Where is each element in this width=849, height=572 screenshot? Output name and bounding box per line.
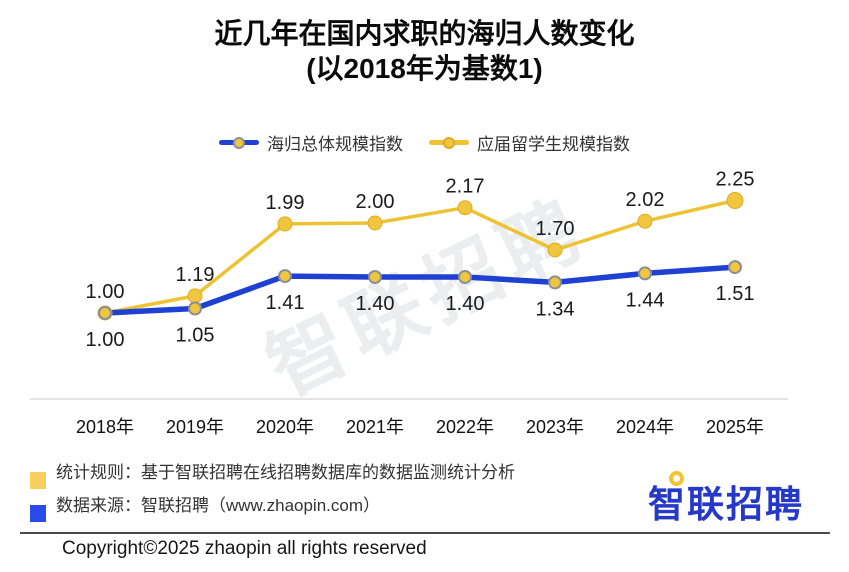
zhaopin-logo-text: 智联招聘 — [648, 484, 804, 525]
zhaopin-logo: 智联招聘 — [648, 471, 804, 528]
svg-text:1.00: 1.00 — [86, 281, 125, 303]
svg-text:2.25: 2.25 — [716, 169, 755, 191]
logo-ring-icon — [669, 471, 684, 486]
footer-note-source-text: 数据来源：智联招聘（www.zhaopin.com） — [56, 496, 381, 515]
svg-text:1.00: 1.00 — [86, 329, 125, 351]
svg-text:1.51: 1.51 — [716, 283, 755, 305]
footer-note-rules-text: 统计规则：基于智联招聘在线招聘数据库的数据监测统计分析 — [56, 463, 515, 482]
copyright-text: Copyright©2025 zhaopin all rights reserv… — [62, 538, 427, 559]
svg-text:2.02: 2.02 — [626, 189, 665, 211]
legend-label-graduates: 应届留学生规模指数 — [477, 135, 630, 154]
svg-text:2.17: 2.17 — [446, 176, 485, 198]
svg-text:2022年: 2022年 — [436, 417, 494, 437]
legend-marker-dot-icon — [233, 136, 245, 149]
legend-label-returnees: 海归总体规模指数 — [267, 135, 403, 154]
svg-text:1.44: 1.44 — [626, 289, 665, 311]
legend-swatch-returnees — [219, 136, 259, 149]
svg-text:1.99: 1.99 — [266, 192, 305, 214]
svg-text:1.34: 1.34 — [536, 298, 575, 320]
svg-text:2024年: 2024年 — [616, 417, 674, 437]
line-chart: 1.00 1.19 1.99 2.00 2.17 1.70 2.02 2.25 1.00 1.05… — [30, 169, 788, 437]
svg-text:1.40: 1.40 — [356, 293, 395, 315]
svg-text:2025年: 2025年 — [706, 417, 764, 437]
svg-text:2023年: 2023年 — [526, 417, 584, 437]
svg-text:2021年: 2021年 — [346, 417, 404, 437]
title-line-2: (以2018年为基数1) — [306, 53, 543, 84]
title-line-1: 近几年在国内求职的海归人数变化 — [214, 18, 635, 49]
svg-text:1.05: 1.05 — [176, 325, 215, 347]
chart-legend: 海归总体规模指数 应届留学生规模指数 — [0, 130, 849, 155]
page-title: 近几年在国内求职的海归人数变化 (以2018年为基数1) — [0, 16, 849, 86]
svg-text:1.41: 1.41 — [266, 292, 305, 314]
svg-text:1.70: 1.70 — [536, 218, 575, 240]
svg-text:2019年: 2019年 — [166, 417, 224, 437]
svg-text:2020年: 2020年 — [256, 417, 314, 437]
source-bullet-icon — [30, 505, 46, 522]
footer-note-source: 数据来源：智联招聘（www.zhaopin.com） — [30, 496, 380, 522]
footer-note-rules: 统计规则：基于智联招聘在线招聘数据库的数据监测统计分析 — [30, 463, 515, 489]
legend-item-returnees: 海归总体规模指数 — [219, 130, 403, 155]
legend-item-graduates: 应届留学生规模指数 — [429, 130, 630, 155]
rules-bullet-icon — [30, 472, 46, 489]
legend-swatch-graduates — [429, 136, 469, 149]
svg-text:1.40: 1.40 — [446, 293, 485, 315]
legend-marker-dot-icon — [443, 136, 455, 149]
svg-text:1.19: 1.19 — [176, 264, 215, 286]
svg-text:2018年: 2018年 — [76, 417, 134, 437]
footer-divider — [20, 532, 830, 534]
svg-text:2.00: 2.00 — [356, 191, 395, 213]
